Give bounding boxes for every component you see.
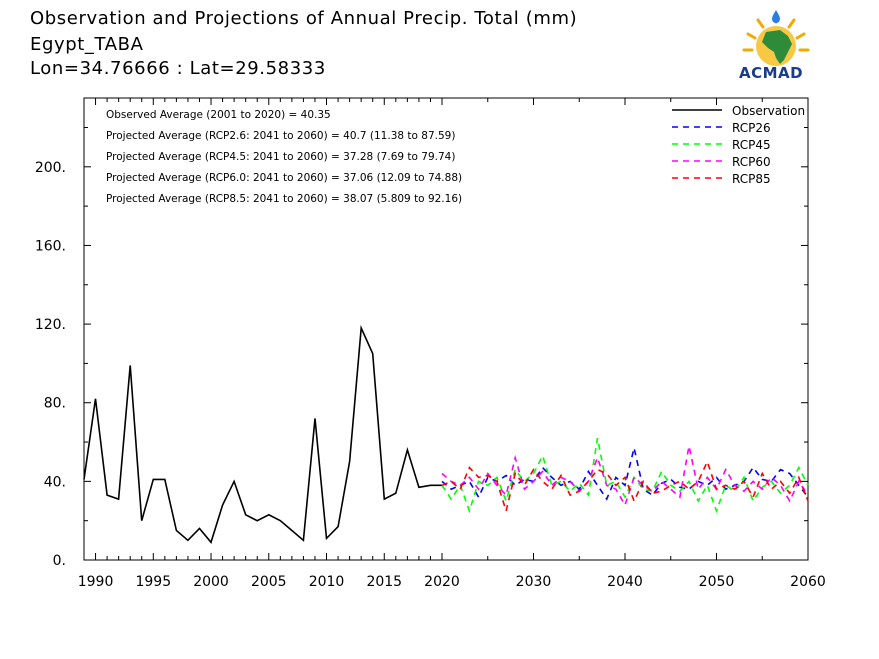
legend-label: RCP45 bbox=[732, 138, 771, 152]
annotation-text: Projected Average (RCP4.5: 2041 to 2060)… bbox=[106, 151, 455, 163]
annotation-text: Projected Average (RCP8.5: 2041 to 2060)… bbox=[106, 193, 462, 205]
annotation-text: Projected Average (RCP2.6: 2041 to 2060)… bbox=[106, 130, 455, 142]
x-tick-label: 2010 bbox=[309, 574, 345, 590]
x-tick-label: 2030 bbox=[516, 574, 552, 590]
annotation-text: Observed Average (2001 to 2020) = 40.35 bbox=[106, 109, 331, 121]
y-tick-label: 160. bbox=[35, 238, 66, 254]
x-tick-label: 1990 bbox=[78, 574, 114, 590]
series-line-observation bbox=[83, 324, 442, 544]
x-tick-label: 2020 bbox=[424, 574, 460, 590]
x-tick-label: 1995 bbox=[135, 574, 171, 590]
x-tick-label: 2000 bbox=[193, 574, 229, 590]
location-label: Egypt_TABA bbox=[30, 34, 144, 55]
legend-label: Observation bbox=[732, 104, 805, 118]
coordinates-label: Lon=34.76666 : Lat=29.58333 bbox=[30, 58, 326, 79]
x-tick-label: 2005 bbox=[251, 574, 287, 590]
legend-label: RCP60 bbox=[732, 155, 771, 169]
y-tick-label: 40. bbox=[44, 474, 66, 490]
series-line-rcp60 bbox=[441, 445, 809, 507]
legend-label: RCP85 bbox=[732, 172, 771, 186]
legend-label: RCP26 bbox=[732, 121, 771, 135]
logo-text: ACMAD bbox=[739, 64, 804, 82]
acmad-logo-icon bbox=[742, 10, 810, 66]
x-tick-label: 2050 bbox=[699, 574, 735, 590]
chart-title: Observation and Projections of Annual Pr… bbox=[30, 8, 578, 29]
series-line-rcp26 bbox=[441, 447, 809, 501]
y-tick-label: 120. bbox=[35, 317, 66, 333]
x-tick-label: 2015 bbox=[366, 574, 402, 590]
y-tick-label: 80. bbox=[44, 396, 66, 412]
x-tick-label: 2040 bbox=[607, 574, 643, 590]
annotation-text: Projected Average (RCP6.0: 2041 to 2060)… bbox=[106, 172, 462, 184]
y-tick-label: 200. bbox=[35, 160, 66, 176]
y-tick-label: 0. bbox=[53, 553, 66, 569]
plot-frame bbox=[83, 97, 809, 561]
x-tick-label: 2060 bbox=[790, 574, 826, 590]
series-line-rcp45 bbox=[441, 437, 809, 514]
series-line-rcp85 bbox=[441, 459, 809, 514]
